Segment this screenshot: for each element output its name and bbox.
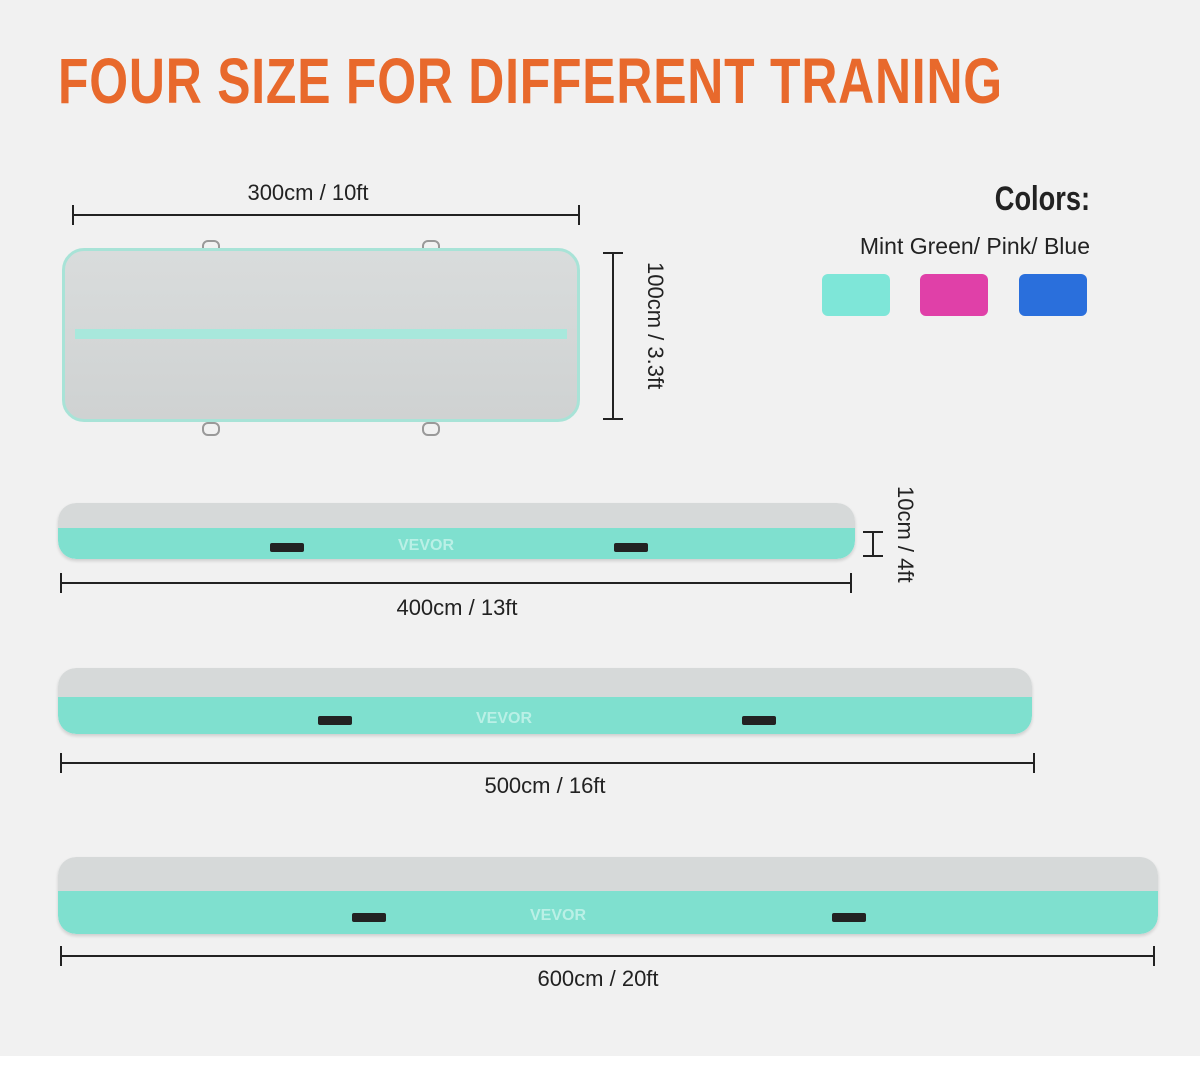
mat-300-top-view — [62, 248, 580, 422]
handle-tag — [614, 543, 648, 552]
dim-line-500 — [60, 753, 1035, 773]
handle-tag — [832, 913, 866, 922]
dim-label-100: 100cm / 3.3ft — [643, 262, 668, 390]
handle — [202, 422, 220, 436]
mat-500-side-view: VEVOR — [58, 668, 1032, 734]
swatch-mint-green — [822, 274, 890, 316]
dim-label-thickness: 10cm / 4ft — [893, 486, 918, 583]
mat-400-side-view: VEVOR — [58, 503, 855, 559]
bottom-strip — [0, 1056, 1200, 1068]
swatch-blue — [1019, 274, 1087, 316]
dim-line-100 — [603, 252, 623, 420]
colors-heading: Colors: — [994, 180, 1090, 218]
swatch-pink — [920, 274, 988, 316]
brand-logo: VEVOR — [530, 907, 587, 924]
handle-tag — [352, 913, 386, 922]
dim-label-300: 300cm / 10ft — [247, 180, 369, 205]
handle-tag — [318, 716, 352, 725]
dim-label-500: 500cm / 16ft — [484, 773, 606, 798]
mat-stripe — [75, 329, 567, 339]
colors-names: Mint Green/ Pink/ Blue — [859, 233, 1090, 259]
dim-line-300 — [72, 205, 580, 225]
brand-logo: VEVOR — [398, 537, 455, 554]
mat-600-side-view: VEVOR — [58, 857, 1158, 934]
handle — [422, 422, 440, 436]
dim-label-600: 600cm / 20ft — [537, 966, 659, 991]
page-title: FOUR SIZE FOR DIFFERENT TRANING — [58, 45, 1003, 117]
dim-line-thickness — [863, 531, 883, 557]
dim-line-400 — [60, 573, 852, 593]
dim-line-600 — [60, 946, 1155, 966]
handle-tag — [742, 716, 776, 725]
handle-tag — [270, 543, 304, 552]
dim-label-400: 400cm / 13ft — [396, 595, 518, 620]
brand-logo: VEVOR — [476, 710, 533, 727]
